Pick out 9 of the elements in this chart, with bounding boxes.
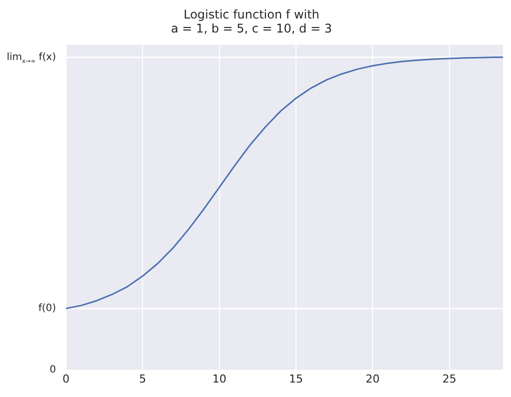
x-tick-label: 10 <box>212 372 226 386</box>
ref-line-label: f(0) <box>38 303 56 314</box>
x-tick-label: 5 <box>139 372 146 386</box>
x-tick-label: 25 <box>442 372 456 386</box>
chart-title: Logistic function f with a = 1, b = 5, c = 10, d = 3 <box>171 7 332 36</box>
x-tick-label: 20 <box>366 372 380 386</box>
text: 0 <box>50 364 56 376</box>
x-tick-label: 0 <box>62 372 70 386</box>
x-tick-label: 15 <box>289 372 303 386</box>
